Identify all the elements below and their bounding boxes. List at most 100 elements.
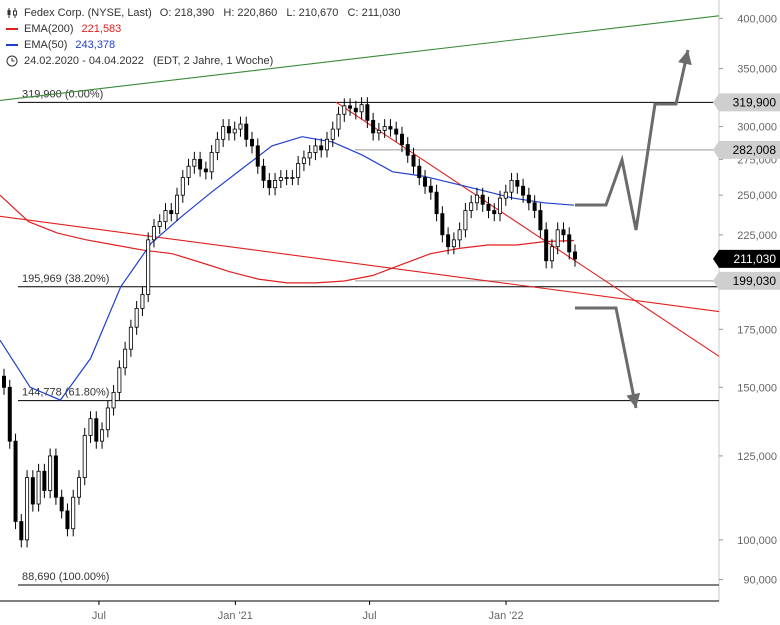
candle: [105, 400, 110, 438]
candle-body: [371, 119, 376, 134]
candle: [307, 145, 312, 166]
candle: [13, 433, 18, 530]
candle-body: [434, 191, 439, 215]
candle-body: [526, 194, 531, 204]
y-tick-label: 175,000: [737, 324, 777, 336]
candle-body: [232, 128, 237, 134]
candle: [19, 514, 24, 548]
candle: [399, 126, 404, 153]
candle-body: [359, 104, 364, 113]
candle: [417, 158, 422, 186]
legend-ohlc: O: 218,390 H: 220,860 L: 210,670 C: 211,…: [159, 7, 401, 19]
y-tick-label: 125,000: [737, 451, 777, 463]
candle: [319, 138, 324, 158]
candle: [128, 319, 133, 357]
candle-body: [521, 185, 526, 196]
candle-body: [428, 185, 433, 193]
candle-body: [457, 229, 462, 241]
ema50-swatch: [6, 44, 18, 46]
candle: [238, 116, 243, 137]
candle: [117, 360, 122, 400]
candle: [301, 150, 306, 172]
candle-body: [7, 386, 12, 442]
candle: [446, 227, 451, 255]
clock-icon: [6, 55, 20, 67]
candle: [2, 368, 7, 395]
candle: [567, 227, 572, 260]
candle: [123, 341, 128, 376]
candle-body: [284, 177, 289, 179]
candle-body: [273, 180, 278, 189]
candlestick-icon: [6, 7, 20, 19]
candle: [388, 119, 393, 137]
price-tags: 319,900 282,008 199,030 211,030: [713, 93, 780, 290]
current-price-tag-bg: [713, 249, 780, 268]
candle-body: [480, 194, 485, 205]
candle: [474, 187, 479, 211]
candle-body: [71, 496, 76, 530]
candle: [151, 219, 156, 248]
candle-body: [255, 145, 260, 167]
candle-body: [561, 229, 566, 236]
candle-body: [498, 197, 503, 215]
candle: [88, 411, 93, 444]
candle-body: [209, 152, 214, 173]
candle: [353, 100, 358, 120]
level-tag: 319,900: [713, 93, 780, 112]
candle-body: [296, 163, 301, 178]
bullish-arrow-path: [575, 49, 690, 231]
candle: [561, 222, 566, 243]
candle-body: [59, 496, 64, 512]
candle: [382, 119, 387, 138]
candle: [544, 222, 549, 269]
candle: [480, 187, 485, 212]
candle-body: [301, 157, 306, 164]
candle: [53, 448, 58, 505]
candle: [261, 158, 266, 189]
candle: [428, 178, 433, 200]
candle: [330, 121, 335, 147]
y-tick-label: 90,000: [743, 574, 777, 586]
candle: [198, 151, 203, 177]
chart-legend: Fedex Corp. (NYSE, Last) O: 218,390 H: 2…: [6, 5, 401, 69]
level-tag: 199,030: [713, 271, 780, 290]
candle-body: [451, 239, 456, 248]
candle-body: [469, 202, 474, 211]
candle-body: [48, 455, 53, 491]
candle-body: [573, 251, 578, 260]
y-tick-label: 150,000: [737, 382, 777, 394]
candle-body: [198, 158, 203, 170]
candle-body: [336, 113, 341, 130]
candle-body: [388, 126, 393, 130]
candle-body: [290, 177, 295, 179]
ema200-swatch: [6, 28, 18, 30]
candle-body: [417, 165, 422, 178]
candle: [59, 489, 64, 519]
candle: [509, 172, 514, 200]
candle-body: [82, 435, 87, 478]
ema50-line: [0, 136, 575, 401]
bullish-arrow-head: [678, 50, 692, 66]
candle-body: [250, 138, 255, 147]
candle: [451, 232, 456, 255]
candle-body: [544, 229, 549, 262]
fib-level-label: 88,690 (100.00%): [22, 571, 109, 583]
candle: [365, 97, 370, 128]
candle-body: [42, 470, 47, 491]
level-tag: 282,008: [713, 140, 780, 159]
level-tag-bg: [713, 93, 780, 112]
candle-body: [146, 239, 151, 295]
fib-level-label: 195,969 (38.20%): [22, 273, 109, 285]
candle: [515, 172, 520, 194]
candle: [163, 203, 168, 230]
candle-body: [515, 180, 520, 187]
candle-body: [474, 194, 479, 204]
candle-body: [94, 418, 99, 442]
candle-body: [405, 144, 410, 156]
candle: [192, 151, 197, 174]
candle: [140, 287, 145, 317]
candle: [405, 137, 410, 163]
legend-period: 24.02.2020 - 04.04.2022 (EDT, 2 Jahre, 1…: [24, 55, 274, 67]
candle: [36, 463, 41, 512]
